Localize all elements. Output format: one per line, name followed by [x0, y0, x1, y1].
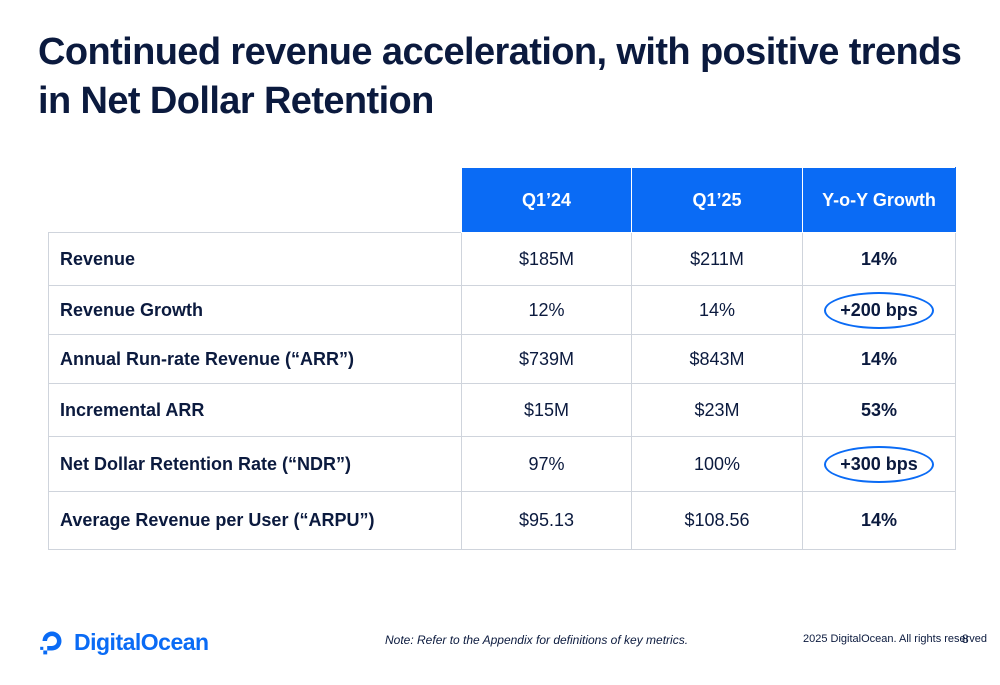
copyright-text: 2025 DigitalOcean. All rights reserved — [803, 633, 988, 645]
yoy-growth-cell: +300 bps — [802, 436, 956, 492]
yoy-growth-value: 53% — [802, 383, 956, 437]
q1-24-value: $95.13 — [461, 491, 632, 550]
table-row: Revenue Growth 12% 14% +200 bps — [48, 285, 956, 335]
q1-25-value: $211M — [631, 232, 803, 286]
table-row: Net Dollar Retention Rate (“NDR”) 97% 10… — [48, 436, 956, 492]
q1-24-value: 97% — [461, 436, 632, 492]
metrics-table: Q1’24 Q1’25 Y-o-Y Growth Revenue $185M $… — [48, 167, 956, 550]
header-q1-25: Q1’25 — [631, 167, 803, 233]
q1-25-value: $843M — [631, 334, 803, 384]
q1-25-value: 14% — [631, 285, 803, 335]
row-label: Incremental ARR — [48, 383, 462, 437]
row-label: Net Dollar Retention Rate (“NDR”) — [48, 436, 462, 492]
table-row: Incremental ARR $15M $23M 53% — [48, 383, 956, 437]
yoy-growth-cell: +200 bps — [802, 285, 956, 335]
header-q1-24: Q1’24 — [461, 167, 632, 233]
table-row: Average Revenue per User (“ARPU”) $95.13… — [48, 491, 956, 550]
logo-wordmark: DigitalOcean — [74, 628, 209, 655]
row-label: Revenue Growth — [48, 285, 462, 335]
q1-25-value: 100% — [631, 436, 803, 492]
table-row: Annual Run-rate Revenue (“ARR”) $739M $8… — [48, 334, 956, 384]
slide-title: Continued revenue acceleration, with pos… — [38, 31, 962, 122]
q1-25-value: $108.56 — [631, 491, 803, 550]
digitalocean-logo-icon — [40, 631, 62, 655]
yoy-growth-value: 14% — [802, 491, 956, 550]
yoy-growth-value: 14% — [802, 334, 956, 384]
circled-highlight-value: +300 bps — [824, 445, 934, 483]
table-header-row: Q1’24 Q1’25 Y-o-Y Growth — [49, 167, 956, 233]
header-empty-cell — [49, 168, 462, 233]
row-label: Revenue — [48, 232, 462, 286]
q1-24-value: 12% — [461, 285, 632, 335]
circled-highlight-value: +200 bps — [824, 291, 934, 329]
footnote: Note: Refer to the Appendix for definiti… — [385, 633, 689, 647]
row-label: Average Revenue per User (“ARPU”) — [48, 491, 462, 550]
page-number: 8 — [962, 632, 969, 646]
digitalocean-logo: DigitalOcean — [38, 626, 209, 658]
header-yoy-growth: Y-o-Y Growth — [802, 167, 956, 233]
q1-24-value: $185M — [461, 232, 632, 286]
q1-24-value: $15M — [461, 383, 632, 437]
yoy-growth-value: 14% — [802, 232, 956, 286]
table-row: Revenue $185M $211M 14% — [48, 232, 956, 286]
row-label: Annual Run-rate Revenue (“ARR”) — [48, 334, 462, 384]
q1-25-value: $23M — [631, 383, 803, 437]
q1-24-value: $739M — [461, 334, 632, 384]
